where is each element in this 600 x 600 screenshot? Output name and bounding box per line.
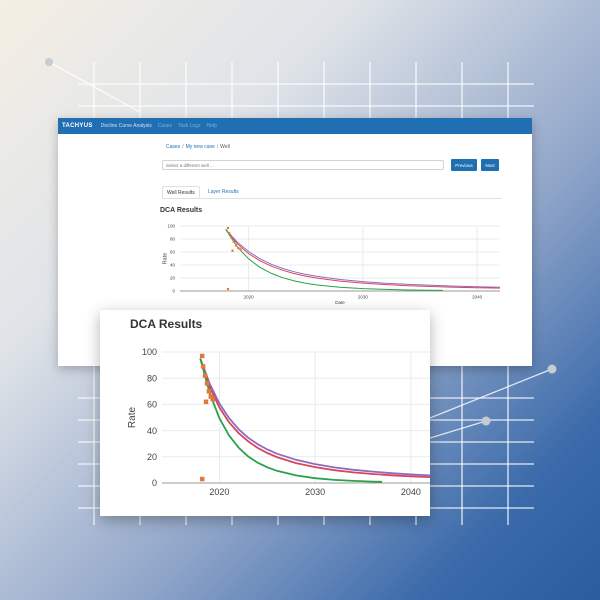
well-select-input[interactable]: Select a different well ... bbox=[162, 160, 444, 170]
fit-series-line-1 bbox=[225, 228, 501, 288]
data-point bbox=[234, 244, 238, 247]
chart-title: DCA Results bbox=[130, 317, 203, 331]
data-point bbox=[228, 232, 231, 235]
dca-chart-zoom-card: DCA Results 0 20 40 60 80 100 2020 2030 2040 Rate bbox=[100, 310, 430, 516]
x-tick-label: 2040 bbox=[472, 295, 483, 300]
y-tick-label: 80 bbox=[170, 237, 176, 242]
next-button[interactable]: Next bbox=[481, 159, 499, 171]
y-tick-label: 20 bbox=[147, 452, 157, 462]
data-point bbox=[210, 396, 215, 402]
y-axis-label: Rate bbox=[163, 253, 169, 265]
y-tick-label: 40 bbox=[147, 426, 157, 436]
data-point bbox=[204, 381, 210, 386]
section-title: DCA Results bbox=[160, 207, 203, 214]
data-point bbox=[206, 389, 212, 394]
y-tick-label: 80 bbox=[147, 373, 157, 383]
data-point bbox=[199, 353, 205, 359]
fit-series-line-1 bbox=[199, 358, 430, 477]
nav-link-task-logs[interactable]: Task Logs bbox=[177, 123, 201, 129]
previous-button[interactable]: Previous bbox=[451, 159, 477, 171]
fit-series-line-2 bbox=[199, 358, 430, 478]
data-point bbox=[237, 247, 240, 250]
x-axis-label: Date bbox=[335, 300, 345, 305]
breadcrumb: Cases / My new case / Well bbox=[166, 144, 230, 150]
x-tick-label: 2040 bbox=[401, 487, 421, 497]
data-point bbox=[231, 249, 234, 252]
y-tick-label: 100 bbox=[142, 347, 157, 357]
y-tick-label: 0 bbox=[152, 478, 157, 488]
x-tick-label: 2020 bbox=[209, 487, 229, 497]
data-point bbox=[202, 373, 208, 378]
nav-link-help[interactable]: Help bbox=[206, 123, 217, 129]
x-tick-label: 2030 bbox=[358, 295, 369, 300]
data-point bbox=[230, 236, 233, 239]
y-tick-label: 60 bbox=[170, 250, 176, 255]
top-navbar: TACHYUS Decline Curve Analysis Cases Tas… bbox=[58, 118, 532, 134]
data-point bbox=[226, 226, 230, 230]
breadcrumb-cases[interactable]: Cases bbox=[166, 144, 181, 150]
nav-link-dca[interactable]: Decline Curve Analysis bbox=[100, 123, 152, 129]
tab-layer-results[interactable]: Layer Results bbox=[208, 189, 239, 195]
y-tick-label: 100 bbox=[167, 224, 175, 229]
data-point bbox=[226, 287, 230, 291]
y-tick-label: 20 bbox=[170, 276, 176, 281]
y-tick-label: 40 bbox=[170, 263, 176, 268]
data-point bbox=[203, 399, 209, 405]
data-point bbox=[232, 240, 235, 243]
y-tick-label: 0 bbox=[172, 289, 175, 294]
breadcrumb-current: Well bbox=[220, 144, 230, 150]
fit-series-line-3 bbox=[225, 229, 443, 291]
data-point bbox=[200, 364, 206, 369]
breadcrumb-case[interactable]: My new case bbox=[185, 144, 215, 150]
brand-logo[interactable]: TACHYUS bbox=[62, 123, 93, 129]
data-point bbox=[208, 394, 214, 399]
y-tick-label: 60 bbox=[147, 400, 157, 410]
results-tabs: Well Results Layer Results bbox=[162, 186, 502, 199]
nav-link-cases[interactable]: Cases bbox=[157, 123, 172, 129]
data-point bbox=[239, 248, 242, 251]
fit-series-line-2 bbox=[225, 228, 501, 289]
tab-well-results[interactable]: Well Results bbox=[162, 186, 200, 198]
x-tick-label: 2020 bbox=[244, 295, 255, 300]
y-axis-label: Rate bbox=[127, 407, 138, 429]
fit-series-line-3 bbox=[199, 358, 383, 483]
data-point bbox=[199, 476, 205, 482]
x-tick-label: 2030 bbox=[305, 487, 325, 497]
